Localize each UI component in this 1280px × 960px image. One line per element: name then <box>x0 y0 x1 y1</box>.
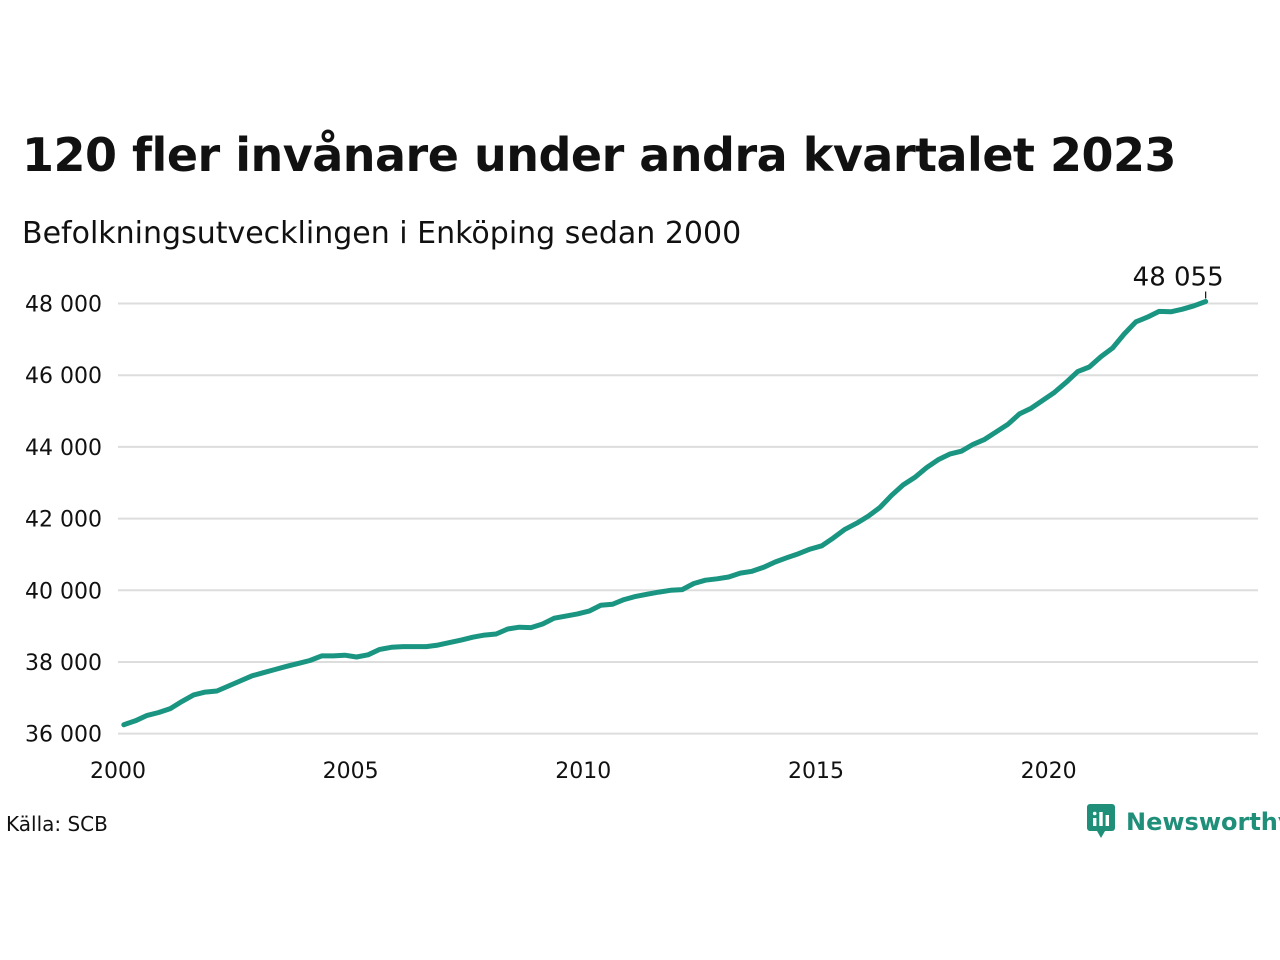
series-line <box>121 299 1209 728</box>
x-axis-ticks: 2000 2005 2010 2015 2020 <box>90 759 1077 784</box>
brand-name: Newsworthy <box>1126 808 1280 836</box>
chart-subtitle: Befolkningsutvecklingen i Enköping sedan… <box>22 216 742 251</box>
y-tick-label: 40 000 <box>25 579 102 604</box>
y-axis-ticks: 36 000 38 000 40 000 42 000 44 000 46 000 48 0… <box>25 293 102 748</box>
brand-logo: Newsworthy <box>1086 803 1280 841</box>
series-layer <box>121 299 1209 728</box>
y-tick-label: 46 000 <box>25 364 102 389</box>
y-tick-label: 44 000 <box>25 436 102 461</box>
y-tick-label: 38 000 <box>25 651 102 676</box>
grid-lines <box>118 302 1258 735</box>
newsworthy-chart-bubble-icon <box>1087 804 1115 838</box>
x-tick-label: 2020 <box>1021 759 1077 784</box>
y-tick-label: 36 000 <box>25 723 102 748</box>
y-tick-label: 48 000 <box>25 293 102 318</box>
x-tick-label: 2010 <box>555 759 611 784</box>
source-note: Källa: SCB <box>6 812 108 836</box>
x-tick-label: 2005 <box>323 759 379 784</box>
x-tick-label: 2015 <box>788 759 844 784</box>
end-annotation: 48 055 <box>1133 263 1224 299</box>
y-tick-label: 42 000 <box>25 508 102 533</box>
page-title: 120 fler invånare under andra kvartalet … <box>22 128 1177 182</box>
x-tick-label: 2000 <box>90 759 146 784</box>
end-value-label: 48 055 <box>1133 263 1224 293</box>
